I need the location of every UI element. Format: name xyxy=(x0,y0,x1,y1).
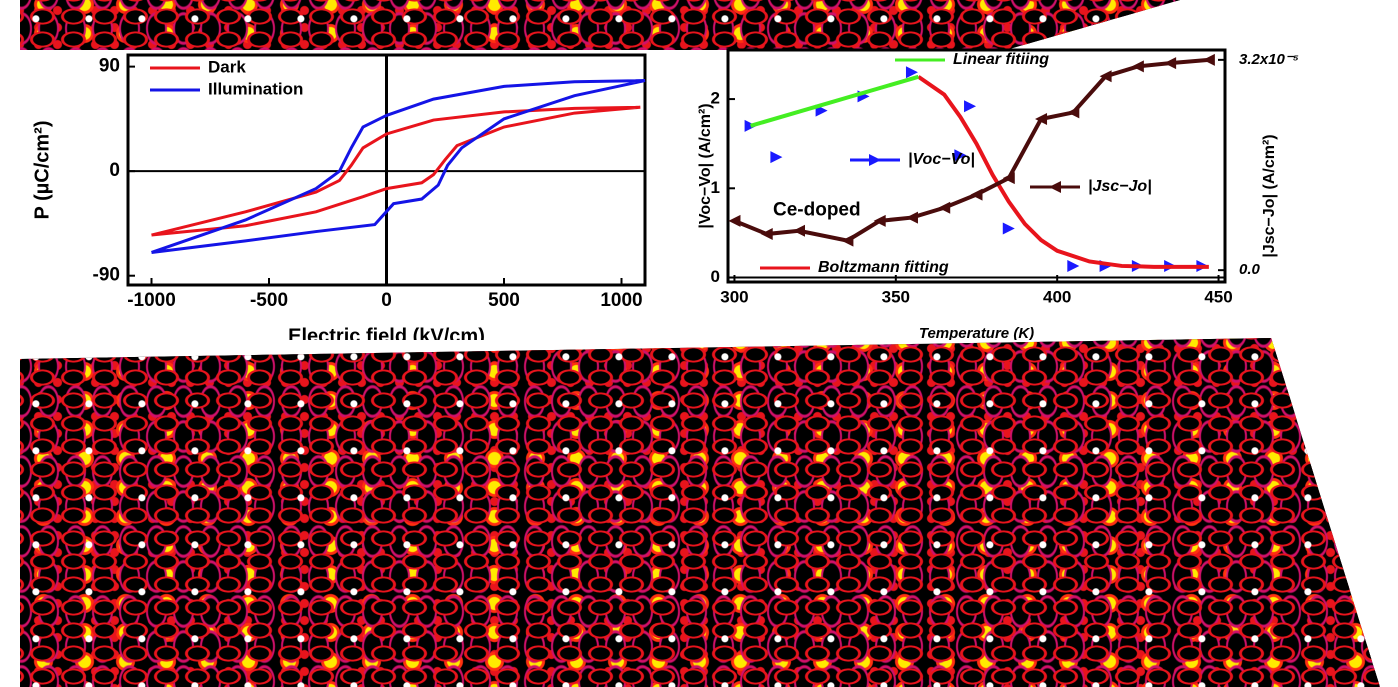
data-point xyxy=(873,214,886,227)
y-tick-label: 2 xyxy=(711,89,720,108)
data-point xyxy=(970,188,983,201)
data-point xyxy=(1067,106,1080,119)
data-point xyxy=(1131,60,1144,73)
legend-label: Boltzmann fitting xyxy=(818,259,949,276)
x-tick-label: -500 xyxy=(250,290,288,311)
legend-label: Illumination xyxy=(208,79,303,98)
x-tick-label: 400 xyxy=(1043,287,1071,306)
plot-frame xyxy=(726,48,1227,284)
y-tick-label: 0 xyxy=(711,267,720,286)
series-line xyxy=(750,74,919,128)
x-tick-label: 1000 xyxy=(600,290,642,311)
annotation: Ce-doped xyxy=(773,200,861,221)
x-tick-label: 0 xyxy=(381,290,392,311)
data-point xyxy=(1002,172,1015,185)
y-tick-label: 90 xyxy=(99,56,120,77)
data-point xyxy=(938,201,951,214)
y2-tick-label: 0.0 xyxy=(1239,261,1261,278)
legend-label: |Jsc−Jo| xyxy=(1088,178,1152,195)
data-point xyxy=(1164,57,1177,70)
data-point xyxy=(964,100,977,113)
data-point xyxy=(744,119,757,132)
data-point xyxy=(1099,70,1112,83)
data-point xyxy=(1035,113,1048,126)
data-point xyxy=(1067,259,1080,272)
legend-label: |Voc−Vo| xyxy=(908,151,975,168)
x-tick-label: 300 xyxy=(720,287,748,306)
x-axis-label: Temperature (K) xyxy=(919,325,1034,340)
x-tick-label: 450 xyxy=(1204,287,1232,306)
legend-label: Linear fitiing xyxy=(953,51,1049,68)
data-point xyxy=(728,214,741,227)
x-axis-label: Electric field (kV/cm) xyxy=(288,325,485,340)
legend-label: Dark xyxy=(208,57,246,76)
charts: -1000 -500 0 500 1000 -90 0 90 Electric field (k… xyxy=(31,48,1299,340)
y-axis-label: P (µC/cm²) xyxy=(31,121,53,220)
data-point xyxy=(770,151,783,164)
series-line xyxy=(151,79,646,254)
legend-marker xyxy=(869,154,881,166)
domain-image xyxy=(20,0,1180,50)
data-point xyxy=(905,211,918,224)
x-tick-label: 350 xyxy=(882,287,910,306)
data-point xyxy=(954,149,967,162)
y2-axis-label: |Jsc−Jo| (A/cm²) xyxy=(1261,134,1278,257)
data-point xyxy=(1002,222,1015,235)
series-line xyxy=(151,105,641,237)
x-tick-label: -1000 xyxy=(127,290,176,311)
x-tick-label: 500 xyxy=(488,290,520,311)
y-tick-label: 0 xyxy=(109,160,120,181)
domain-image xyxy=(20,338,1380,687)
y-tick-label: -90 xyxy=(93,265,120,286)
y-axis-label: |Voc−Vo| (A/cm²) xyxy=(697,103,714,228)
data-point xyxy=(841,234,854,247)
data-point xyxy=(760,228,773,241)
data-point xyxy=(905,66,918,79)
series-line xyxy=(917,75,1209,269)
y-tick-label: 1 xyxy=(711,178,720,197)
legend-marker xyxy=(1049,181,1061,193)
y2-tick-label: 3.2x10⁻⁵ xyxy=(1239,51,1299,68)
data-point xyxy=(1202,53,1215,66)
data-point xyxy=(793,224,805,237)
